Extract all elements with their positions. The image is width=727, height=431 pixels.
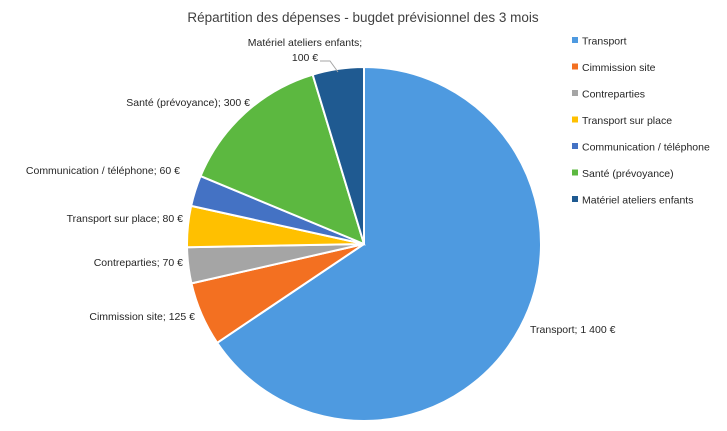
legend-swatch-contreparties (572, 90, 578, 96)
legend-label-materiel-ateliers-enfants: Matériel ateliers enfants (582, 195, 693, 207)
data-label-communication-telephone: Communication / téléphone; 60 € (26, 165, 180, 177)
legend-swatch-communication-telephone (572, 143, 578, 149)
data-labels: Transport; 1 400 € Cimmission site; 125 €… (26, 37, 616, 336)
legend-label-transport-sur-place: Transport sur place (582, 115, 672, 127)
legend: Transport Cimmission site Contreparties Tra… (572, 36, 710, 207)
data-label-materiel-ateliers-enfants: Matériel ateliers enfants; 100 € (248, 37, 362, 64)
data-label-contreparties: Contreparties; 70 € (94, 257, 183, 269)
pie-slice-materiel-ateliers-enfants (311, 65, 365, 245)
legend-label-transport: Transport (582, 36, 627, 48)
chart-title: Répartition des dépenses - bugdet prévis… (187, 10, 538, 25)
legend-label-contreparties: Contreparties (582, 89, 645, 101)
legend-swatch-transport (572, 37, 578, 43)
pie-slice-transport (215, 65, 542, 422)
legend-label-cimmission-site: Cimmission site (582, 62, 656, 74)
pie-slice-sante-prevoyance (199, 73, 366, 246)
data-label-transport-sur-place: Transport sur place; 80 € (67, 213, 183, 225)
leader-lines (320, 60, 339, 73)
data-label-transport: Transport; 1 400 € (530, 324, 616, 336)
leader-line-materiel-ateliers-enfants (320, 60, 339, 73)
data-label-cimmission-site: Cimmission site; 125 € (89, 311, 195, 323)
legend-swatch-transport-sur-place (572, 116, 578, 123)
data-label-sante-prevoyance: Santé (prévoyance); 300 € (126, 97, 250, 109)
legend-swatch-sante-prevoyance (572, 169, 578, 176)
legend-swatch-cimmission-site (572, 63, 578, 70)
legend-label-sante-prevoyance: Santé (prévoyance) (582, 168, 674, 180)
legend-label-communication-telephone: Communication / téléphone (582, 142, 710, 154)
pie-slices (186, 65, 542, 422)
legend-swatch-materiel-ateliers-enfants (572, 196, 578, 202)
